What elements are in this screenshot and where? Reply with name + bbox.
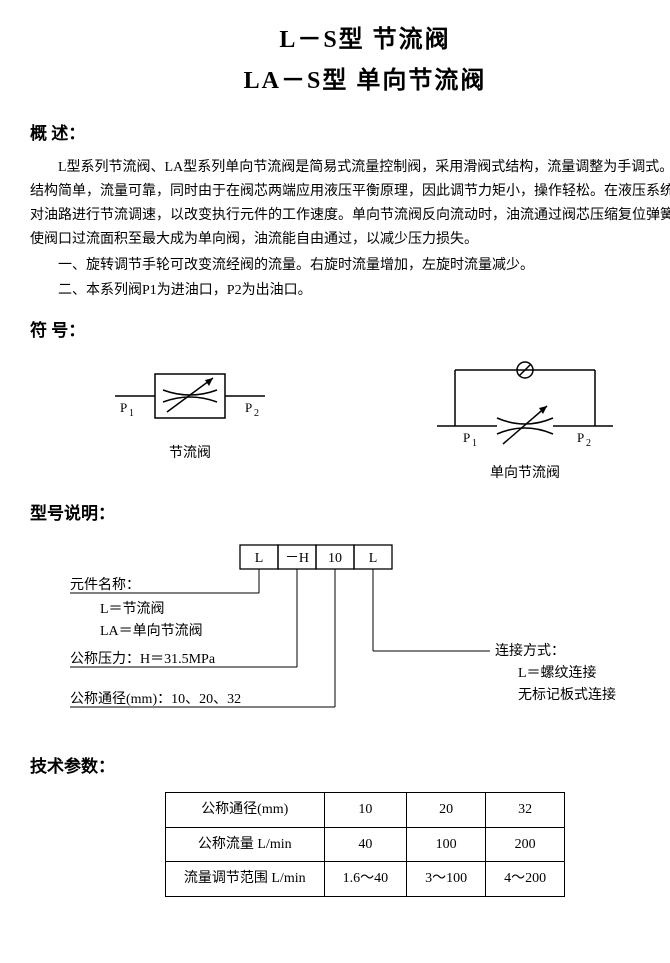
model-conn-L: L＝螺纹连接 (518, 664, 597, 681)
model-pressure: 公称压力：H＝31.5MPa (70, 651, 216, 667)
model-name-LA: LA＝单向节流阀 (100, 623, 203, 639)
spec-r2: 4～200 (486, 862, 565, 897)
spec-r0: 1.6～40 (324, 862, 407, 897)
overview-p1: L型系列节流阀、LA型系列单向节流阀是简易式流量控制阀，采用滑阀式结构，流量调整… (30, 156, 670, 251)
symbol-oneway-throttle: P1 P2 单向节流阀 (425, 356, 625, 486)
model-name-L: L＝节流阀 (100, 601, 165, 617)
spec-c0: 10 (324, 792, 407, 827)
spec-f1: 100 (407, 827, 486, 862)
model-conn-label: 连接方式： (495, 642, 565, 659)
svg-text:P: P (245, 400, 252, 415)
specs-table: 公称通径(mm) 10 20 32 公称流量 L/min 40 100 200 … (165, 792, 565, 897)
spec-h1: 公称流量 L/min (165, 827, 324, 862)
svg-text:P: P (577, 430, 584, 445)
overview-p2: 一、旋转调节手轮可改变流经阀的流量。右旋时流量增加，左旋时流量减少。 (30, 254, 670, 278)
svg-text:P: P (463, 430, 470, 445)
spec-f0: 40 (324, 827, 407, 862)
spec-c2: 32 (486, 792, 565, 827)
symbols-row: P1 P2 节流阀 P1 P2 单向节流阀 (30, 356, 670, 486)
svg-text:2: 2 (586, 438, 591, 449)
title-line-1: L－S型 节流阀 (30, 20, 670, 61)
model-box-1: －H (285, 551, 309, 566)
svg-text:1: 1 (472, 438, 477, 449)
svg-text:1: 1 (129, 408, 134, 419)
spec-h0: 公称通径(mm) (165, 792, 324, 827)
spec-r1: 3～100 (407, 862, 486, 897)
oneway-svg: P1 P2 (425, 356, 625, 456)
model-box-3: L (369, 551, 378, 566)
model-svg: L －H 10 L 元件名称： L＝节流阀 LA＝单向节流阀 公称压力：H＝31… (30, 539, 640, 739)
throttle-svg: P1 P2 (105, 356, 275, 436)
svg-text:2: 2 (254, 408, 259, 419)
model-box-0: L (255, 551, 264, 566)
svg-text:P: P (120, 400, 127, 415)
spec-c1: 20 (407, 792, 486, 827)
model-diameter: 公称通径(mm)：10、20、32 (70, 691, 241, 707)
overview-heading: 概 述： (30, 120, 670, 149)
model-heading: 型号说明： (30, 500, 670, 529)
model-name-label: 元件名称： (70, 577, 140, 593)
specs-heading: 技术参数： (30, 753, 670, 782)
title-line-2: LA－S型 单向节流阀 (30, 61, 670, 102)
symbols-heading: 符 号： (30, 317, 670, 346)
table-row: 公称流量 L/min 40 100 200 (165, 827, 564, 862)
spec-h2: 流量调节范围 L/min (165, 862, 324, 897)
throttle-caption: 节流阀 (105, 442, 275, 466)
overview-p3: 二、本系列阀P1为进油口，P2为出油口。 (30, 279, 670, 303)
table-row: 公称通径(mm) 10 20 32 (165, 792, 564, 827)
oneway-caption: 单向节流阀 (425, 462, 625, 486)
model-diagram: L －H 10 L 元件名称： L＝节流阀 LA＝单向节流阀 公称压力：H＝31… (30, 539, 670, 739)
model-conn-none: 无标记板式连接 (518, 686, 616, 703)
spec-f2: 200 (486, 827, 565, 862)
model-box-2: 10 (328, 551, 342, 566)
title-block: L－S型 节流阀 LA－S型 单向节流阀 (30, 20, 670, 102)
table-row: 流量调节范围 L/min 1.6～40 3～100 4～200 (165, 862, 564, 897)
symbol-throttle: P1 P2 节流阀 (105, 356, 275, 466)
